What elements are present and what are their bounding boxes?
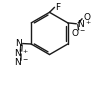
Text: N: N (15, 39, 22, 48)
Text: N$^-$: N$^-$ (14, 56, 28, 67)
Text: N$^+$: N$^+$ (14, 47, 28, 59)
Text: O: O (83, 13, 90, 22)
Text: N$^+$: N$^+$ (77, 18, 91, 30)
Text: O$^-$: O$^-$ (71, 27, 86, 38)
Text: F: F (55, 3, 60, 12)
